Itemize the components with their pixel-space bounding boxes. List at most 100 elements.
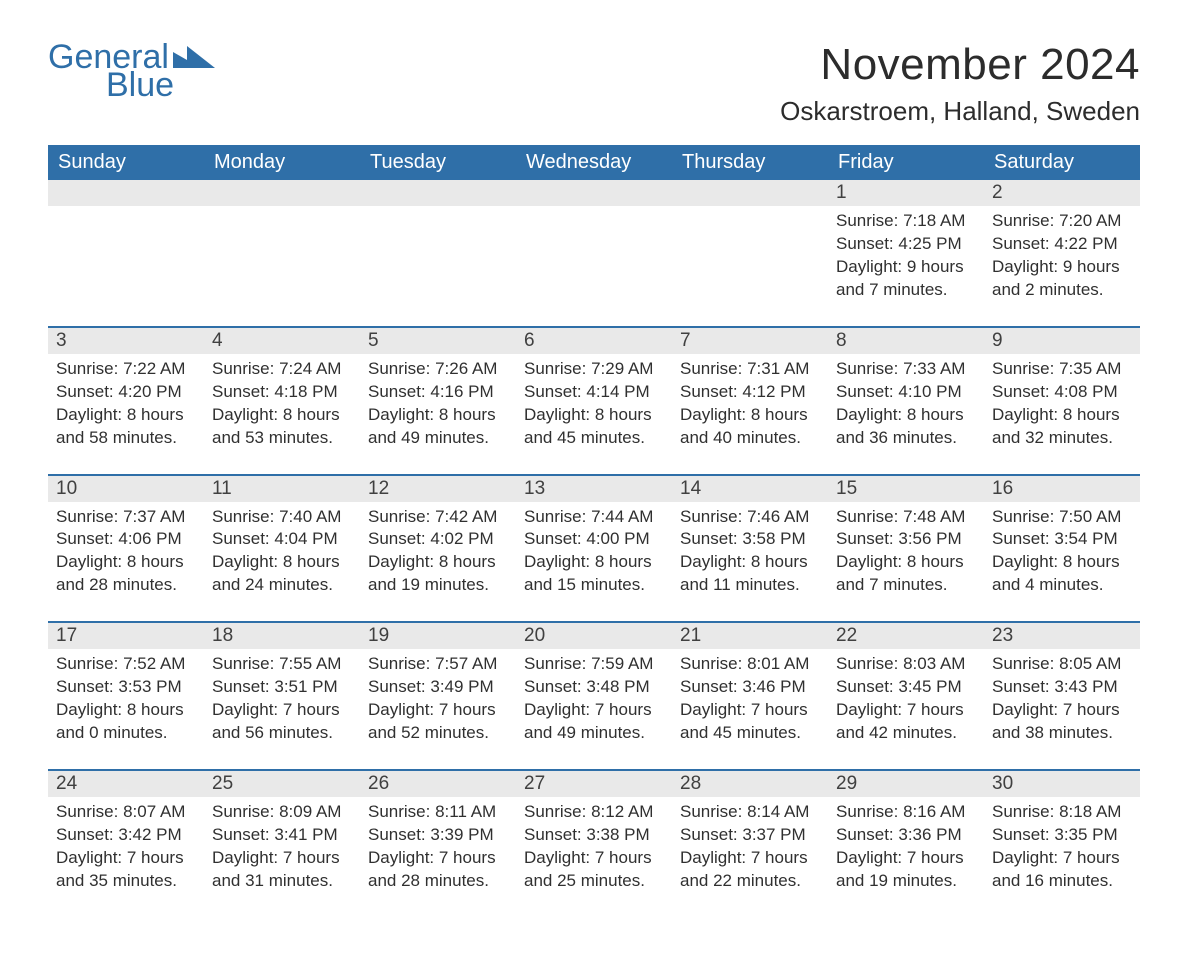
col-tuesday: Tuesday <box>360 145 516 180</box>
day-sunset: Sunset: 4:04 PM <box>212 528 352 551</box>
day-number-cell: 16 <box>984 475 1140 502</box>
day-detail-cell: Sunrise: 7:33 AMSunset: 4:10 PMDaylight:… <box>828 354 984 475</box>
day-d2: and 25 minutes. <box>524 870 664 893</box>
day-sunset: Sunset: 4:16 PM <box>368 381 508 404</box>
day-detail-cell: Sunrise: 8:18 AMSunset: 3:35 PMDaylight:… <box>984 797 1140 917</box>
day-sunset: Sunset: 3:41 PM <box>212 824 352 847</box>
day-number-cell <box>672 180 828 206</box>
day-sunset: Sunset: 3:37 PM <box>680 824 820 847</box>
day-d2: and 22 minutes. <box>680 870 820 893</box>
day-d2: and 24 minutes. <box>212 574 352 597</box>
day-d1: Daylight: 7 hours <box>992 699 1132 722</box>
day-sunrise: Sunrise: 7:42 AM <box>368 506 508 529</box>
day-sunrise: Sunrise: 8:11 AM <box>368 801 508 824</box>
day-number-cell: 17 <box>48 622 204 649</box>
day-sunrise: Sunrise: 8:09 AM <box>212 801 352 824</box>
day-number-cell: 1 <box>828 180 984 206</box>
week-detail-row: Sunrise: 8:07 AMSunset: 3:42 PMDaylight:… <box>48 797 1140 917</box>
day-detail-cell <box>48 206 204 327</box>
day-d1: Daylight: 9 hours <box>992 256 1132 279</box>
day-sunset: Sunset: 3:43 PM <box>992 676 1132 699</box>
day-sunrise: Sunrise: 7:46 AM <box>680 506 820 529</box>
day-sunset: Sunset: 3:51 PM <box>212 676 352 699</box>
day-sunset: Sunset: 4:14 PM <box>524 381 664 404</box>
day-sunrise: Sunrise: 7:57 AM <box>368 653 508 676</box>
day-d1: Daylight: 8 hours <box>680 404 820 427</box>
day-sunrise: Sunrise: 7:22 AM <box>56 358 196 381</box>
day-sunrise: Sunrise: 7:40 AM <box>212 506 352 529</box>
day-sunset: Sunset: 3:54 PM <box>992 528 1132 551</box>
col-wednesday: Wednesday <box>516 145 672 180</box>
day-d2: and 28 minutes. <box>368 870 508 893</box>
day-number-cell <box>360 180 516 206</box>
day-d2: and 52 minutes. <box>368 722 508 745</box>
day-d2: and 56 minutes. <box>212 722 352 745</box>
day-number-cell: 22 <box>828 622 984 649</box>
week-daynum-row: 17181920212223 <box>48 622 1140 649</box>
day-number-cell: 5 <box>360 327 516 354</box>
day-number-cell: 19 <box>360 622 516 649</box>
day-number-cell: 3 <box>48 327 204 354</box>
day-sunrise: Sunrise: 7:44 AM <box>524 506 664 529</box>
day-sunrise: Sunrise: 8:05 AM <box>992 653 1132 676</box>
day-d1: Daylight: 7 hours <box>368 847 508 870</box>
day-detail-cell: Sunrise: 8:09 AMSunset: 3:41 PMDaylight:… <box>204 797 360 917</box>
week-detail-row: Sunrise: 7:52 AMSunset: 3:53 PMDaylight:… <box>48 649 1140 770</box>
day-sunrise: Sunrise: 7:55 AM <box>212 653 352 676</box>
day-d1: Daylight: 8 hours <box>524 404 664 427</box>
day-detail-cell <box>204 206 360 327</box>
day-sunrise: Sunrise: 8:12 AM <box>524 801 664 824</box>
day-detail-cell: Sunrise: 7:26 AMSunset: 4:16 PMDaylight:… <box>360 354 516 475</box>
day-d2: and 2 minutes. <box>992 279 1132 302</box>
week-detail-row: Sunrise: 7:18 AMSunset: 4:25 PMDaylight:… <box>48 206 1140 327</box>
day-d2: and 19 minutes. <box>368 574 508 597</box>
day-d1: Daylight: 7 hours <box>524 847 664 870</box>
day-sunrise: Sunrise: 7:35 AM <box>992 358 1132 381</box>
week-detail-row: Sunrise: 7:22 AMSunset: 4:20 PMDaylight:… <box>48 354 1140 475</box>
calendar-table: Sunday Monday Tuesday Wednesday Thursday… <box>48 145 1140 917</box>
day-d1: Daylight: 8 hours <box>992 551 1132 574</box>
day-d1: Daylight: 7 hours <box>212 699 352 722</box>
day-number-cell: 23 <box>984 622 1140 649</box>
day-sunrise: Sunrise: 8:16 AM <box>836 801 976 824</box>
day-detail-cell: Sunrise: 7:31 AMSunset: 4:12 PMDaylight:… <box>672 354 828 475</box>
day-d2: and 16 minutes. <box>992 870 1132 893</box>
day-detail-cell: Sunrise: 8:03 AMSunset: 3:45 PMDaylight:… <box>828 649 984 770</box>
day-sunset: Sunset: 4:02 PM <box>368 528 508 551</box>
day-number-cell: 20 <box>516 622 672 649</box>
day-number-cell: 8 <box>828 327 984 354</box>
day-d2: and 40 minutes. <box>680 427 820 450</box>
day-detail-cell: Sunrise: 7:40 AMSunset: 4:04 PMDaylight:… <box>204 502 360 623</box>
day-detail-cell: Sunrise: 7:22 AMSunset: 4:20 PMDaylight:… <box>48 354 204 475</box>
day-sunrise: Sunrise: 7:18 AM <box>836 210 976 233</box>
day-number-cell: 9 <box>984 327 1140 354</box>
day-sunrise: Sunrise: 7:48 AM <box>836 506 976 529</box>
day-d1: Daylight: 8 hours <box>368 404 508 427</box>
day-sunrise: Sunrise: 7:37 AM <box>56 506 196 529</box>
day-detail-cell: Sunrise: 7:20 AMSunset: 4:22 PMDaylight:… <box>984 206 1140 327</box>
day-number-cell: 4 <box>204 327 360 354</box>
day-d1: Daylight: 8 hours <box>368 551 508 574</box>
week-daynum-row: 10111213141516 <box>48 475 1140 502</box>
day-number-cell: 2 <box>984 180 1140 206</box>
day-d1: Daylight: 8 hours <box>56 551 196 574</box>
day-d2: and 7 minutes. <box>836 279 976 302</box>
col-saturday: Saturday <box>984 145 1140 180</box>
day-d2: and 11 minutes. <box>680 574 820 597</box>
day-number-cell: 7 <box>672 327 828 354</box>
day-d2: and 45 minutes. <box>680 722 820 745</box>
day-detail-cell: Sunrise: 7:18 AMSunset: 4:25 PMDaylight:… <box>828 206 984 327</box>
day-sunset: Sunset: 3:35 PM <box>992 824 1132 847</box>
day-sunrise: Sunrise: 8:03 AM <box>836 653 976 676</box>
day-sunrise: Sunrise: 7:52 AM <box>56 653 196 676</box>
day-sunset: Sunset: 4:08 PM <box>992 381 1132 404</box>
day-number-cell: 26 <box>360 770 516 797</box>
day-d1: Daylight: 7 hours <box>836 699 976 722</box>
day-sunset: Sunset: 3:58 PM <box>680 528 820 551</box>
day-sunset: Sunset: 4:12 PM <box>680 381 820 404</box>
day-number-cell <box>204 180 360 206</box>
day-d1: Daylight: 7 hours <box>680 847 820 870</box>
day-detail-cell: Sunrise: 7:50 AMSunset: 3:54 PMDaylight:… <box>984 502 1140 623</box>
day-sunset: Sunset: 3:56 PM <box>836 528 976 551</box>
day-d2: and 19 minutes. <box>836 870 976 893</box>
